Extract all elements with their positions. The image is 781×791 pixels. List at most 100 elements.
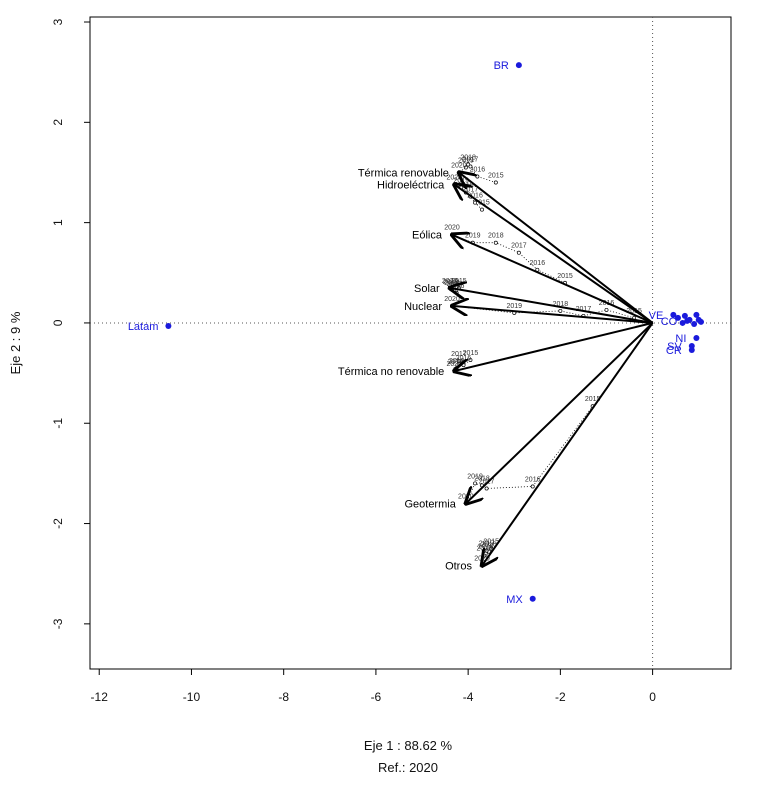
trajectory-point	[473, 481, 478, 486]
variable-label: Eólica	[412, 230, 443, 242]
variable-label: Térmica no renovable	[338, 366, 444, 378]
year-label: 2016	[525, 476, 541, 483]
year-label: 2015	[626, 308, 642, 315]
x-axis: -12 -10 -8 -6 -4 -2 0	[91, 669, 656, 704]
individual-point	[693, 311, 700, 318]
year-label: 2015	[488, 173, 504, 180]
variable-arrow	[454, 185, 654, 324]
y-tick-label: 3	[51, 18, 65, 25]
y-tick-label: -2	[51, 518, 65, 529]
trajectory-point	[604, 307, 609, 312]
variable-label: Hidroeléctrica	[377, 180, 445, 192]
variable-label: Otros	[445, 561, 472, 573]
variable-arrow	[459, 172, 654, 324]
year-label: 2018	[553, 301, 569, 308]
individual-point	[165, 322, 172, 329]
variable-arrow	[482, 322, 654, 566]
individual-point	[681, 312, 688, 319]
y-tick-label: 2	[51, 119, 65, 126]
x-tick-label: 0	[649, 690, 656, 704]
year-label: 2020	[442, 278, 458, 285]
trajectory-line	[451, 305, 635, 319]
individual-label: CO	[661, 316, 678, 328]
year-label: 2015	[557, 273, 573, 280]
trajectory-point	[480, 207, 484, 212]
year-label: 2018	[474, 475, 490, 482]
year-label: 2017	[479, 478, 495, 485]
individual-point	[688, 347, 695, 354]
trajectory-point	[493, 240, 498, 245]
year-label: 2017	[451, 351, 467, 358]
individual-label: CR	[666, 345, 682, 357]
variable-arrow	[466, 322, 654, 504]
individual-point	[674, 314, 681, 321]
individual-label: BR	[494, 60, 509, 72]
year-label: 2015	[585, 396, 601, 403]
x-tick-label: -8	[278, 690, 289, 704]
individual-point	[529, 595, 536, 602]
variable-label: Nuclear	[404, 301, 442, 313]
year-label: 2017	[576, 306, 592, 313]
individual-point	[698, 318, 705, 325]
year-label: 2020	[447, 361, 463, 368]
trajectory-point	[484, 486, 489, 491]
variable-arrow	[450, 288, 653, 324]
individual-point	[686, 316, 693, 323]
trajectory-point	[475, 174, 480, 179]
y-tick-label: -3	[51, 618, 65, 629]
trajectory-point	[466, 162, 471, 167]
year-label: 2015	[483, 539, 499, 546]
variable-label: Térmica renovable	[358, 167, 449, 179]
individual-label: Latam	[128, 321, 159, 333]
reference-lines	[90, 17, 731, 669]
trajectory-point	[516, 250, 521, 255]
individual-label: MX	[506, 594, 523, 606]
year-label: 2017	[463, 156, 479, 163]
trajectory-point	[463, 165, 468, 170]
year-label: 2019	[458, 157, 474, 164]
individual-point	[515, 62, 522, 69]
year-label: 2020	[444, 296, 460, 303]
y-tick-label: 0	[51, 319, 65, 326]
year-label: 2018	[478, 544, 494, 551]
individual-point	[670, 311, 677, 318]
x-tick-label: -4	[463, 690, 474, 704]
year-label: 2020	[451, 162, 467, 169]
trajectory-point	[530, 484, 535, 489]
x-tick-label: -2	[555, 690, 566, 704]
x-axis-title: Eje 1 : 88.62 %	[364, 738, 453, 753]
individual-label: VE	[649, 310, 664, 322]
individual-point	[693, 334, 700, 341]
year-label: 2016	[481, 542, 497, 549]
variable-arrow	[452, 306, 653, 324]
year-label: 2016	[467, 193, 483, 200]
y-tick-label: -1	[51, 418, 65, 429]
x-tick-label: -12	[91, 690, 109, 704]
plot-frame	[89, 16, 732, 670]
variable-label: Geotermia	[404, 498, 456, 510]
y-tick-label: 1	[51, 219, 65, 226]
year-label: 2015	[463, 350, 479, 357]
year-label: 2017	[511, 243, 527, 250]
individual-label: SV	[667, 341, 682, 353]
y-axis: -3 -2 -1 0 1 2 3	[51, 18, 90, 629]
year-label: 2016	[530, 260, 546, 267]
individual-point	[691, 320, 698, 327]
variable-label: Solar	[414, 283, 440, 295]
year-label: 2018	[460, 154, 476, 161]
year-label: 2019	[476, 546, 492, 553]
individual-label: NI	[675, 333, 686, 345]
variable-arrow	[454, 321, 653, 371]
year-label: 2020	[444, 225, 460, 232]
year-label: 2017	[479, 541, 495, 548]
trajectory-point	[493, 180, 498, 185]
year-label: 2019	[465, 233, 481, 240]
year-label: 2018	[488, 233, 504, 240]
variable-arrow	[452, 235, 654, 324]
x-tick-label: -6	[371, 690, 382, 704]
trajectory-point	[558, 308, 563, 313]
year-label: 2020	[447, 175, 463, 182]
